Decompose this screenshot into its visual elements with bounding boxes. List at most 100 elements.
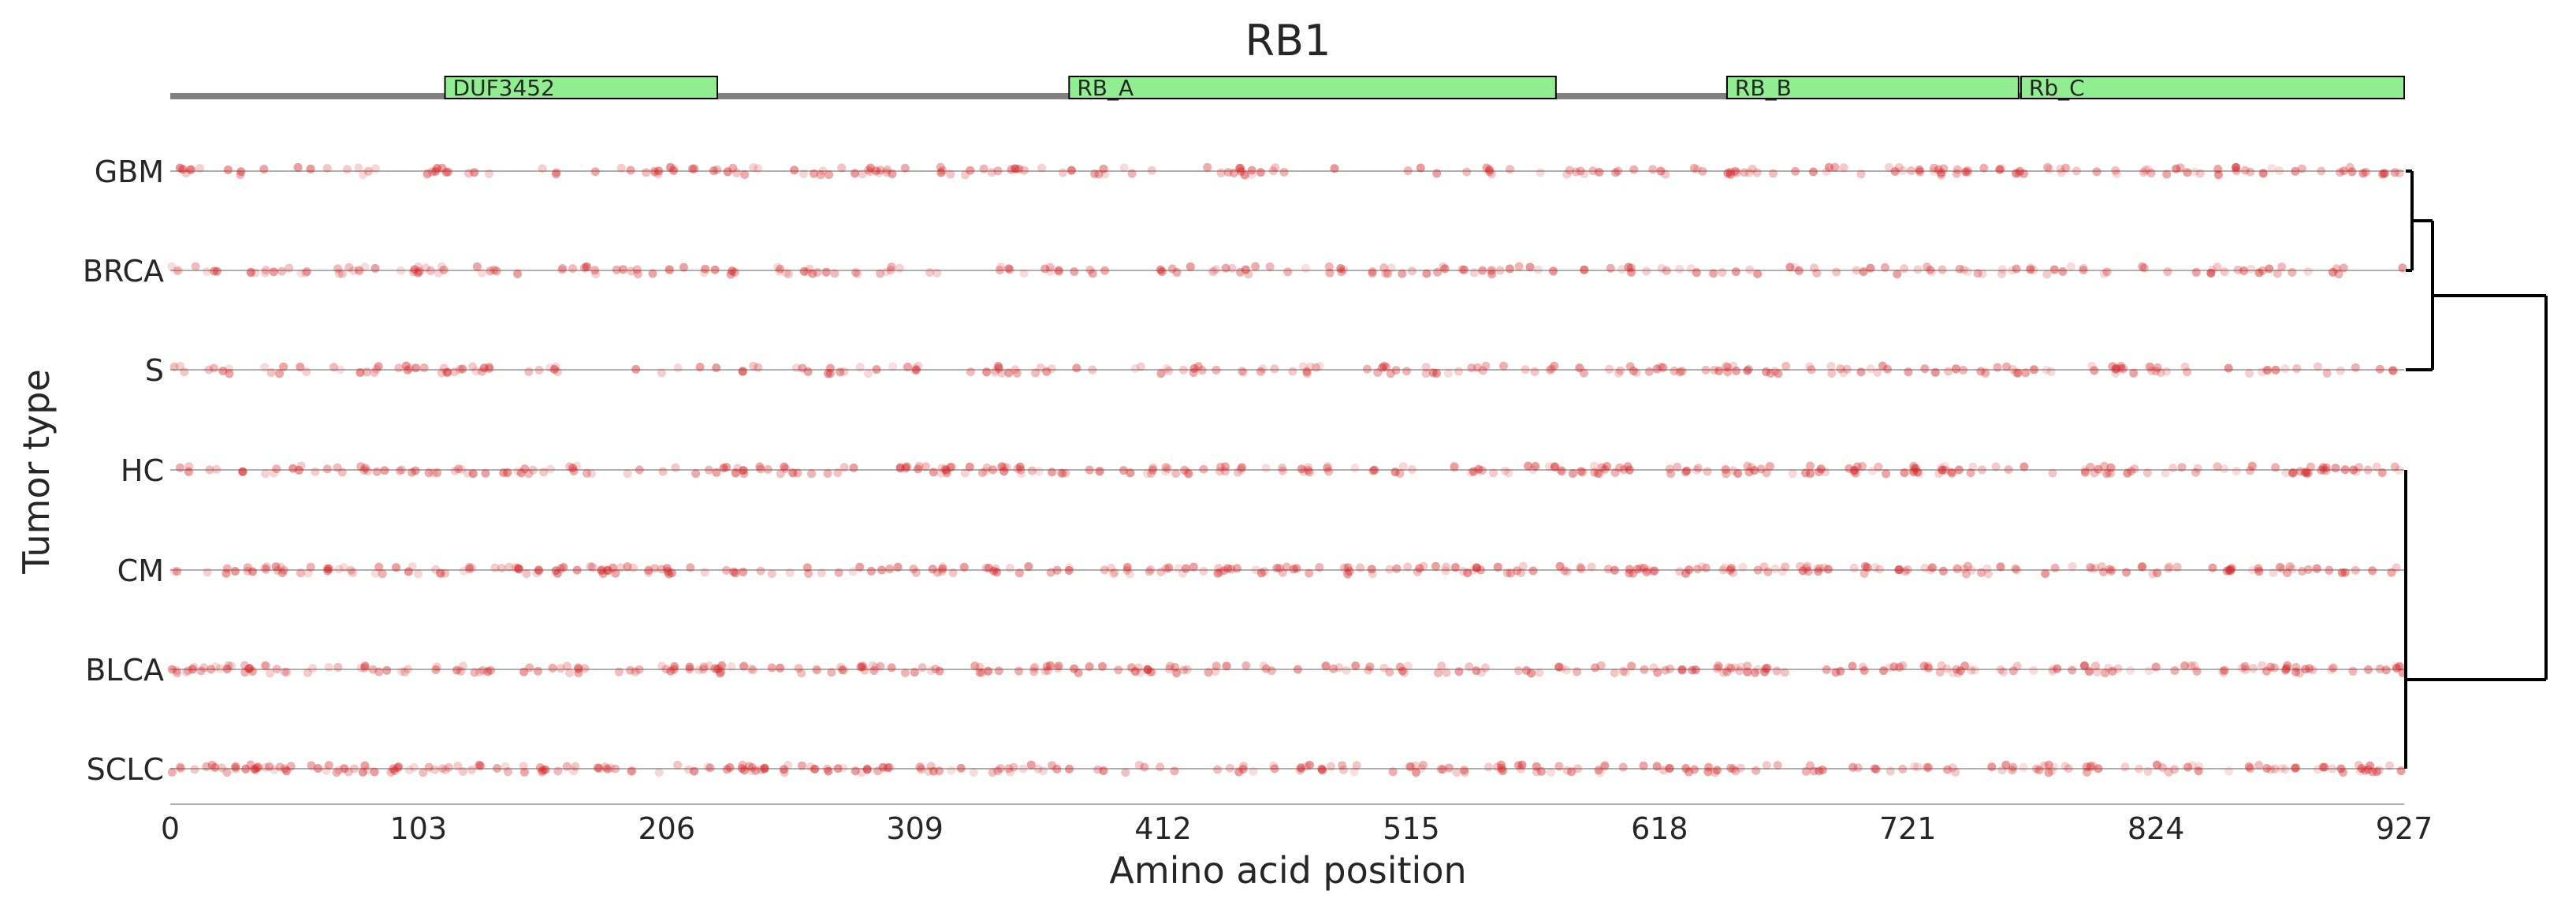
mutation-point (2283, 661, 2292, 670)
mutation-point (1953, 669, 1963, 678)
mutation-point (2395, 465, 2404, 475)
mutation-point (773, 263, 783, 272)
mutation-point (333, 463, 342, 472)
mutation-point (1204, 668, 1213, 677)
mutation-point (574, 668, 583, 677)
mutation-point (441, 568, 450, 578)
mutation-point (1726, 763, 1736, 773)
mutation-point (866, 163, 875, 173)
mutation-point (2375, 664, 2384, 673)
mutation-point (1500, 466, 1509, 475)
mutation-point (2207, 265, 2217, 274)
mutation-point (802, 267, 812, 277)
mutation-point (2168, 464, 2177, 473)
mutation-point (1722, 469, 1731, 479)
mutation-point (679, 263, 688, 272)
mutation-point (2138, 262, 2147, 271)
mutation-point (2291, 662, 2301, 672)
mutation-point (279, 362, 288, 371)
mutation-point (2156, 368, 2165, 378)
mutation-point (1681, 468, 1690, 477)
mutation-point (1951, 364, 1960, 374)
mutation-point (987, 168, 996, 177)
mutation-point (437, 764, 447, 773)
mutation-point (2162, 170, 2172, 179)
mutation-point (763, 464, 772, 474)
mutation-point (1907, 166, 1916, 175)
mutation-point (1709, 269, 1718, 278)
mutation-point (277, 568, 287, 577)
mutation-point (281, 667, 290, 676)
mutation-point (813, 268, 822, 277)
mutation-point (1438, 765, 1447, 774)
mutation-point (874, 168, 884, 177)
row-label: SCLC (87, 752, 164, 787)
mutation-point (1421, 363, 1431, 372)
mutation-point (1963, 266, 1972, 276)
mutation-point (1825, 162, 1833, 172)
mutation-point (1046, 266, 1055, 276)
mutation-point (273, 565, 282, 575)
mutation-point (1521, 365, 1530, 375)
mutation-point (1772, 666, 1781, 676)
mutation-point (1345, 567, 1354, 576)
mutation-point (199, 663, 209, 673)
mutation-point (1934, 469, 1944, 479)
mutation-point (175, 163, 184, 173)
mutation-point (2325, 565, 2334, 575)
mutation-point (574, 663, 583, 673)
mutation-point (2275, 166, 2284, 175)
mutation-point (2219, 668, 2228, 677)
mutation-point (2331, 464, 2340, 473)
mutation-point (1938, 265, 1947, 274)
mutation-point (1074, 668, 1083, 677)
mutation-point (784, 761, 792, 770)
mutation-point (1017, 469, 1026, 479)
mutation-point (1827, 369, 1837, 378)
mutation-point (1324, 262, 1334, 271)
mutation-point (1000, 463, 1009, 472)
mutation-point (2085, 667, 2094, 676)
mutation-point (2363, 465, 2373, 475)
mutation-point (2092, 167, 2101, 177)
mutation-point (260, 363, 270, 372)
mutation-point (1295, 766, 1305, 775)
mutation-point (982, 463, 992, 472)
mutation-point (631, 667, 640, 676)
mutation-point (2019, 762, 2028, 772)
mutation-point (1743, 366, 1752, 375)
mutation-point (1271, 163, 1280, 173)
domain-label: Rb_C (2029, 75, 2085, 101)
mutation-point (360, 464, 370, 473)
mutation-point (658, 565, 668, 574)
mutation-point (582, 262, 591, 271)
mutation-point (2139, 168, 2148, 177)
mutation-point (726, 270, 735, 279)
mutation-point (241, 764, 251, 773)
mutation-point (1580, 265, 1589, 274)
mutation-point (360, 263, 370, 272)
mutation-point (2104, 663, 2113, 673)
mutation-point (322, 766, 331, 775)
mutation-point (862, 764, 872, 773)
mutation-point (882, 267, 892, 277)
mutation-point (1677, 665, 1687, 675)
mutation-point (1119, 466, 1128, 475)
mutation-point (2390, 462, 2399, 471)
mutation-point (1815, 766, 1824, 776)
mutation-point (888, 170, 897, 179)
mutation-point (202, 762, 211, 771)
mutation-point (993, 766, 1003, 776)
mutation-point (1482, 163, 1491, 173)
mutation-point (1762, 468, 1771, 478)
mutation-point (1301, 263, 1310, 273)
mutation-point (1900, 264, 1909, 274)
mutation-point (2026, 263, 2035, 273)
mutation-point (1178, 365, 1188, 375)
mutation-point (722, 565, 731, 575)
mutation-point (1849, 466, 1859, 475)
mutation-point (2387, 568, 2396, 577)
mutation-point (322, 464, 332, 474)
mutation-point (2206, 268, 2216, 278)
mutation-point (2139, 263, 2149, 273)
